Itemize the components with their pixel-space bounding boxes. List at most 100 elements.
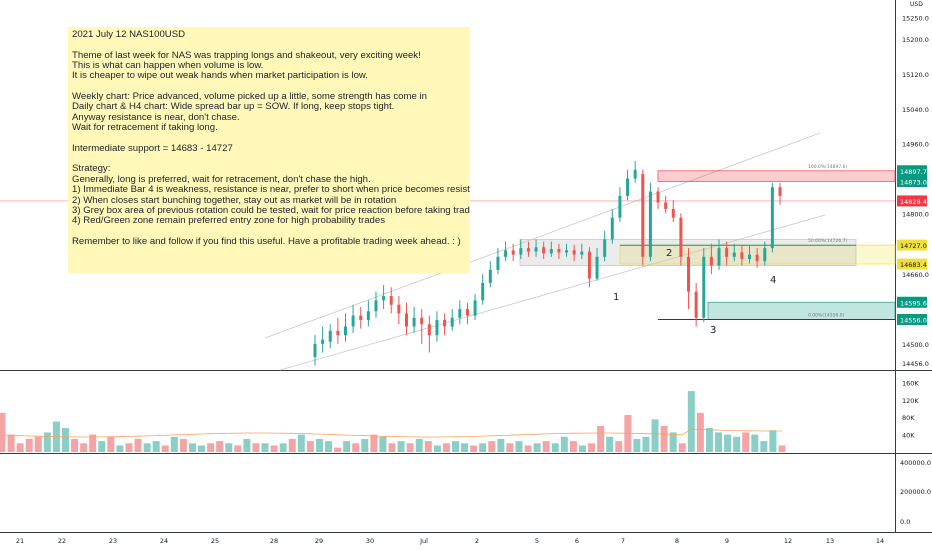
volume-bar <box>216 441 224 452</box>
volume-bar <box>724 434 732 452</box>
indicator-tick-label: 0.0 <box>900 518 910 526</box>
volume-bar <box>769 430 777 452</box>
volume-tick-label: 160K <box>902 379 919 387</box>
note-line: Theme of last week for NAS was trapping … <box>72 49 421 61</box>
volume-bar <box>642 436 650 452</box>
price-tick-label: 15040.0 <box>902 106 929 114</box>
candle-body <box>450 317 454 327</box>
price-tag-label: 14683.4 <box>900 261 927 269</box>
candle-body <box>557 248 561 253</box>
volume-bar <box>71 438 79 452</box>
volume-bar <box>170 436 178 452</box>
candle-body <box>412 317 416 327</box>
price-tag-label: 14595.6 <box>900 299 927 307</box>
volume-bar <box>315 438 323 452</box>
candle-body <box>732 252 736 257</box>
note-line: This is what can happen when volume is l… <box>72 60 264 72</box>
candle-body <box>717 248 721 266</box>
volume-bar <box>0 412 6 452</box>
candle-body <box>351 315 355 327</box>
candle-body <box>519 248 523 255</box>
currency-label: USD <box>910 1 923 8</box>
volume-bar <box>16 443 24 452</box>
price-tag-label: 14873.0 <box>900 179 927 187</box>
x-tick-label: 12 <box>784 537 792 545</box>
candle-body <box>427 324 431 336</box>
volume-bar <box>533 443 541 452</box>
volume-bar <box>198 445 206 452</box>
candle-body <box>443 319 447 327</box>
x-tick-label: 8 <box>675 537 679 545</box>
volume-bar <box>352 443 360 452</box>
volume-bar <box>80 443 88 452</box>
note-line: 1) Immediate Bar 4 is weakness, resistan… <box>72 184 470 196</box>
volume-bar <box>760 441 768 452</box>
candle-body <box>618 195 622 218</box>
candle-body <box>374 300 378 312</box>
candle-body <box>458 309 462 318</box>
volume-bar <box>406 443 414 452</box>
volume-bar <box>397 441 405 452</box>
volume-bar <box>25 438 33 452</box>
price-tag <box>897 195 927 207</box>
price-tick-label: 15120.0 <box>902 71 929 79</box>
bar-label: 1 <box>613 292 619 303</box>
volume-bar <box>615 441 623 452</box>
candle-body <box>435 319 439 336</box>
candle-body <box>366 311 370 320</box>
candle-body <box>770 187 774 249</box>
price-tick-label: 14960.0 <box>902 141 929 149</box>
note-line: 3) Grey box area of previous rotation co… <box>72 204 470 216</box>
x-tick-label: 14 <box>876 537 884 545</box>
volume-bar <box>715 432 723 452</box>
volume-bar <box>542 441 550 452</box>
volume-bar <box>751 434 759 452</box>
x-tick-label: 9 <box>725 537 729 545</box>
candle-body <box>709 256 713 266</box>
volume-ma-line <box>1 428 782 438</box>
price-tag-label: 14727.0 <box>900 242 927 250</box>
candle-body <box>321 339 325 344</box>
x-tick-label: 28 <box>270 537 278 545</box>
channel-line <box>264 132 821 339</box>
candle-body <box>725 248 729 257</box>
note-line: Generally, long is preferred, wait for r… <box>72 173 371 185</box>
bar-label: 4 <box>770 275 776 286</box>
x-tick-label: 5 <box>535 537 539 545</box>
note-line: Remember to like and follow if you find … <box>72 235 461 247</box>
fib-label: 50.00%(14726.7) <box>808 238 848 244</box>
volume-bar <box>43 432 51 452</box>
green-zone <box>707 301 896 320</box>
volume-bar <box>651 419 659 452</box>
note-line <box>72 154 466 164</box>
volume-bar <box>61 428 69 452</box>
note-line: Daily chart & H4 chart: Wide spread bar … <box>72 101 395 113</box>
volume-bar <box>379 436 387 452</box>
price-tick-label: 15250.0 <box>902 14 929 22</box>
x-tick-label: 25 <box>211 537 219 545</box>
candle-body <box>755 254 759 262</box>
x-tick-label: 30 <box>366 537 374 545</box>
volume-bar <box>733 436 741 452</box>
volume-bar <box>7 434 15 452</box>
volume-bar <box>442 443 450 452</box>
x-tick-label: 2 <box>475 537 479 545</box>
candle-body <box>313 343 317 357</box>
candle-body <box>511 250 515 255</box>
x-tick-label: 13 <box>826 537 834 545</box>
volume-bar <box>297 434 305 452</box>
volume-bar <box>415 438 423 452</box>
volume-bar <box>597 425 605 452</box>
volume-bar <box>479 443 487 452</box>
candle-body <box>603 239 607 257</box>
volume-bar <box>696 412 704 452</box>
candle-body <box>343 326 347 336</box>
volume-bar <box>152 441 160 452</box>
volume-bar <box>188 443 196 452</box>
candle-body <box>473 300 477 316</box>
volume-bar <box>578 445 586 452</box>
x-tick-label: 6 <box>575 537 579 545</box>
candle-body <box>641 174 645 257</box>
candle-body <box>526 248 530 252</box>
